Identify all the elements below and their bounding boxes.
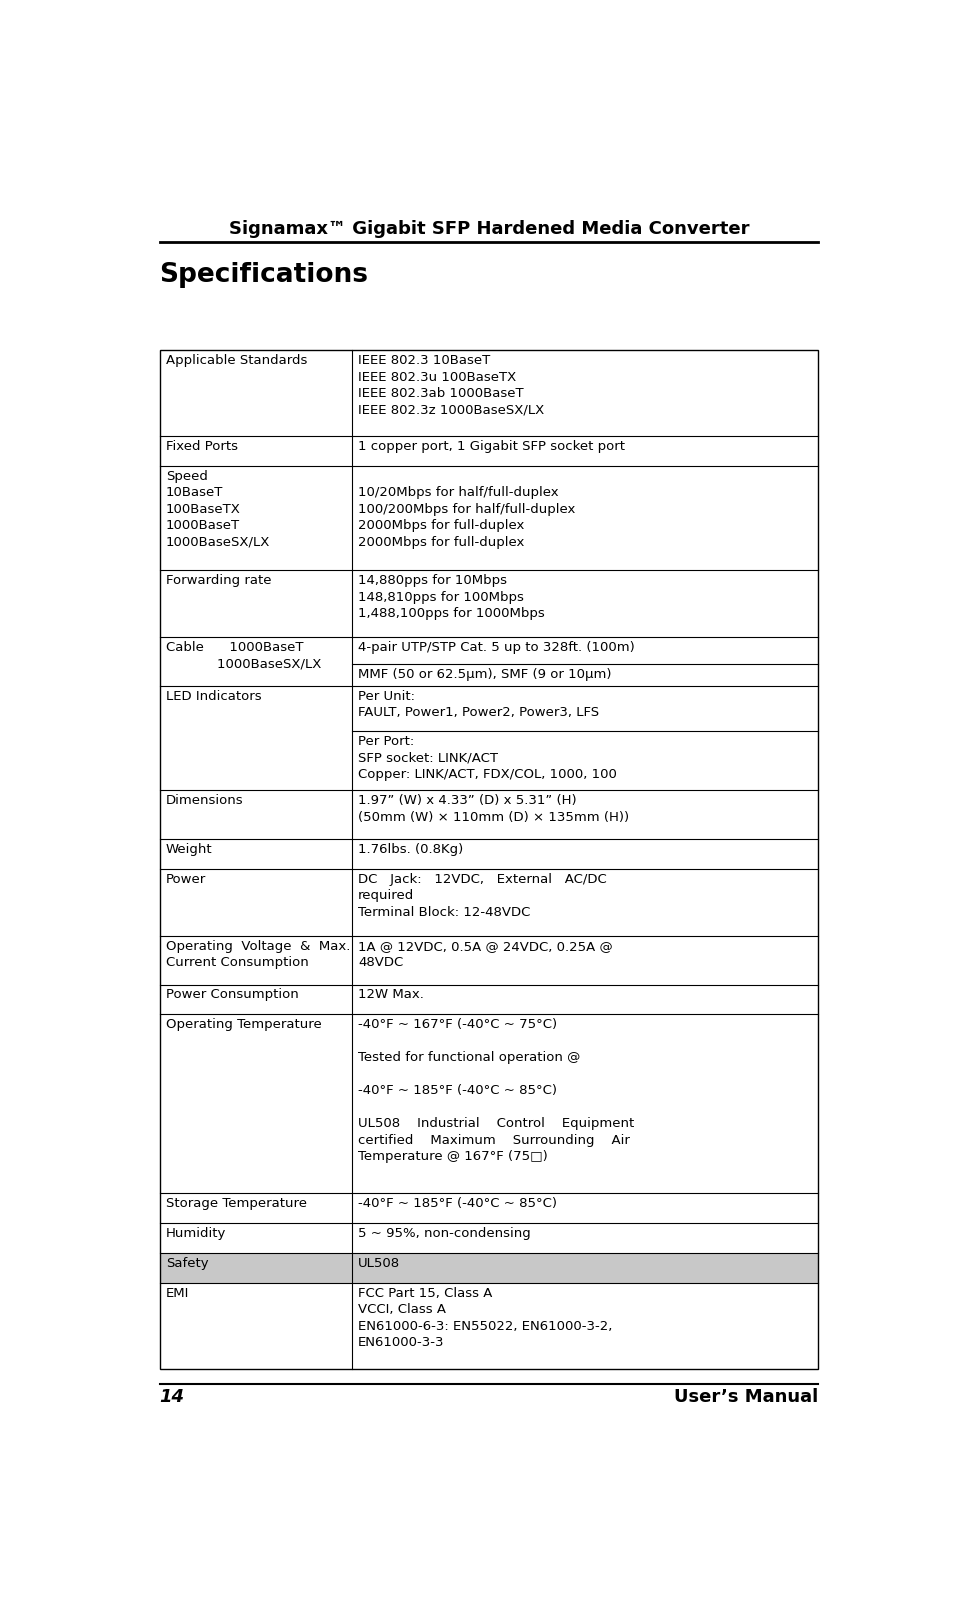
Text: Weight: Weight [166,843,213,856]
Text: Specifications: Specifications [159,261,368,287]
Bar [159,349,818,1369]
Text: Power Consumption: Power Consumption [166,989,298,1002]
Text: 1A @ 12VDC, 0.5A @ 24VDC, 0.25A @
48VDC: 1A @ 12VDC, 0.5A @ 24VDC, 0.25A @ 48VDC [357,939,612,970]
Text: Safety: Safety [166,1257,208,1270]
Text: 4-pair UTP/STP Cat. 5 up to 328ft. (100m): 4-pair UTP/STP Cat. 5 up to 328ft. (100m… [357,641,634,654]
Text: Forwarding rate: Forwarding rate [166,574,271,587]
Text: Power: Power [166,872,206,886]
Text: Applicable Standards: Applicable Standards [166,354,307,367]
Text: Cable      1000BaseT
            1000BaseSX/LX: Cable 1000BaseT 1000BaseSX/LX [166,641,321,670]
Text: Operating  Voltage  &  Max.
Current Consumption: Operating Voltage & Max. Current Consump… [166,939,350,970]
Text: LED Indicators: LED Indicators [166,689,261,702]
Text: -40°F ~ 185°F (-40°C ~ 85°C): -40°F ~ 185°F (-40°C ~ 85°C) [357,1197,557,1210]
Text: Humidity: Humidity [166,1228,226,1241]
Text: Storage Temperature: Storage Temperature [166,1197,307,1210]
Text: UL508: UL508 [357,1257,399,1270]
Text: 1.76lbs. (0.8Kg): 1.76lbs. (0.8Kg) [357,843,463,856]
Text: Signamax™ Gigabit SFP Hardened Media Converter: Signamax™ Gigabit SFP Hardened Media Con… [229,220,748,239]
Text: 14: 14 [159,1388,184,1406]
Text: Per Port:
SFP socket: LINK/ACT
Copper: LINK/ACT, FDX/COL, 1000, 100: Per Port: SFP socket: LINK/ACT Copper: L… [357,734,617,781]
Text: -40°F ~ 167°F (-40°C ~ 75°C)

Tested for functional operation @

-40°F ~ 185°F (: -40°F ~ 167°F (-40°C ~ 75°C) Tested for … [357,1018,634,1164]
Bar [159,1254,818,1282]
Text: 14,880pps for 10Mbps
148,810pps for 100Mbps
1,488,100pps for 1000Mbps: 14,880pps for 10Mbps 148,810pps for 100M… [357,574,544,620]
Text: FCC Part 15, Class A
VCCI, Class A
EN61000-6-3: EN55022, EN61000-3-2,
EN61000-3-: FCC Part 15, Class A VCCI, Class A EN610… [357,1287,612,1350]
Text: 1 copper port, 1 Gigabit SFP socket port: 1 copper port, 1 Gigabit SFP socket port [357,439,624,452]
Text: Dimensions: Dimensions [166,793,243,808]
Text: Speed
10BaseT
100BaseTX
1000BaseT
1000BaseSX/LX: Speed 10BaseT 100BaseTX 1000BaseT 1000Ba… [166,470,270,548]
Text: Operating Temperature: Operating Temperature [166,1018,321,1031]
Text: EMI: EMI [166,1287,189,1300]
Text: Fixed Ports: Fixed Ports [166,439,237,452]
Text: Per Unit:
FAULT, Power1, Power2, Power3, LFS: Per Unit: FAULT, Power1, Power2, Power3,… [357,689,598,720]
Text: 1.97” (W) x 4.33” (D) x 5.31” (H)
(50mm (W) × 110mm (D) × 135mm (H)): 1.97” (W) x 4.33” (D) x 5.31” (H) (50mm … [357,793,628,824]
Text: User’s Manual: User’s Manual [674,1388,818,1406]
Text: IEEE 802.3 10BaseT
IEEE 802.3u 100BaseTX
IEEE 802.3ab 1000BaseT
IEEE 802.3z 1000: IEEE 802.3 10BaseT IEEE 802.3u 100BaseTX… [357,354,543,417]
Text: 12W Max.: 12W Max. [357,989,423,1002]
Text: 5 ~ 95%, non-condensing: 5 ~ 95%, non-condensing [357,1228,530,1241]
Text: MMF (50 or 62.5μm), SMF (9 or 10μm): MMF (50 or 62.5μm), SMF (9 or 10μm) [357,668,611,681]
Text: DC   Jack:   12VDC,   External   AC/DC
required
Terminal Block: 12-48VDC: DC Jack: 12VDC, External AC/DC required … [357,872,606,919]
Text: 10/20Mbps for half/full-duplex
100/200Mbps for half/full-duplex
2000Mbps for ful: 10/20Mbps for half/full-duplex 100/200Mb… [357,470,575,548]
